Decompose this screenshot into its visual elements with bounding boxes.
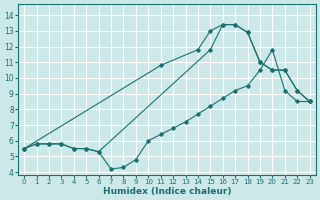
X-axis label: Humidex (Indice chaleur): Humidex (Indice chaleur) [103,187,231,196]
